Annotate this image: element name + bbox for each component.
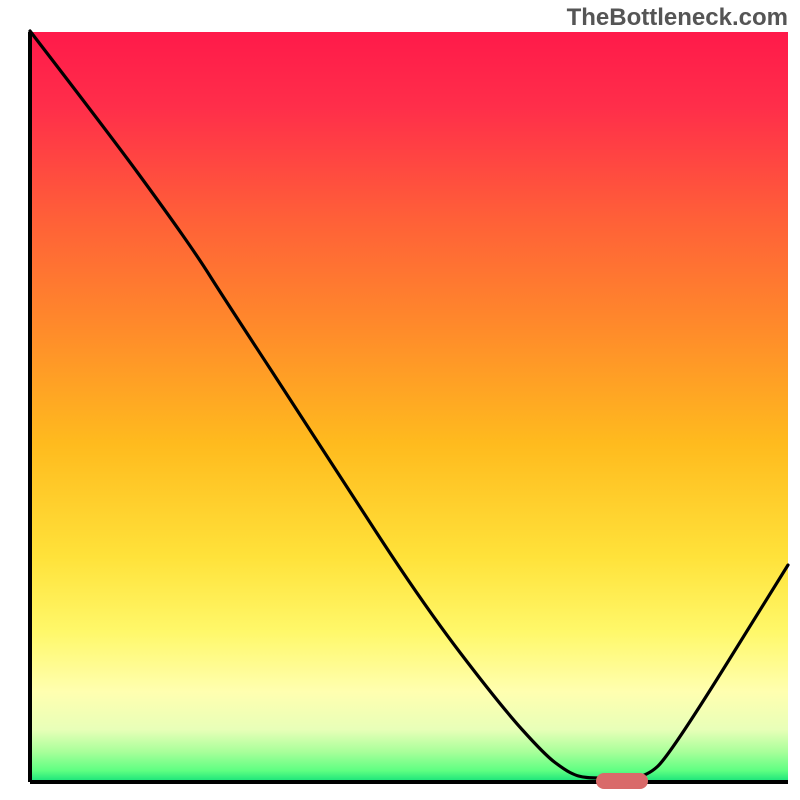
optimal-marker [596, 773, 648, 789]
plot-background [30, 32, 788, 782]
bottleneck-chart [0, 0, 800, 800]
watermark-text: TheBottleneck.com [567, 4, 788, 32]
